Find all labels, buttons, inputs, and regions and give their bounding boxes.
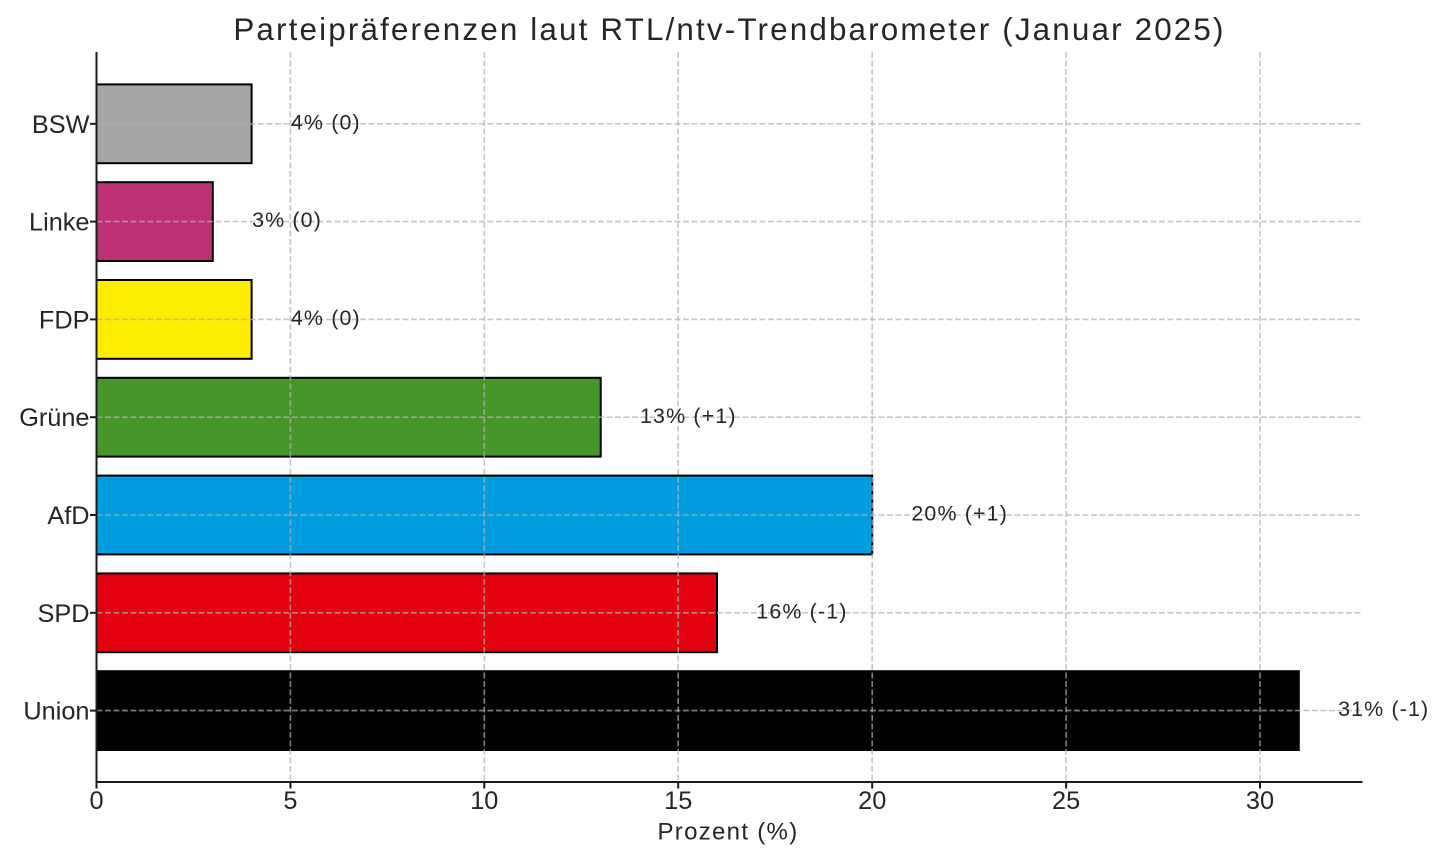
svg-text:3% (0): 3% (0) <box>252 208 322 232</box>
svg-text:15: 15 <box>664 787 692 815</box>
svg-text:BSW: BSW <box>32 111 90 139</box>
svg-text:13% (+1): 13% (+1) <box>640 404 737 428</box>
svg-text:FDP: FDP <box>39 306 90 334</box>
svg-text:31% (-1): 31% (-1) <box>1338 697 1429 721</box>
svg-text:Linke: Linke <box>29 209 89 237</box>
svg-text:25: 25 <box>1052 787 1080 815</box>
svg-text:30: 30 <box>1246 787 1274 815</box>
svg-text:16% (-1): 16% (-1) <box>756 599 847 623</box>
svg-text:0: 0 <box>89 787 103 815</box>
svg-text:Prozent (%): Prozent (%) <box>657 819 798 846</box>
svg-text:20% (+1): 20% (+1) <box>911 502 1008 526</box>
svg-text:20: 20 <box>858 787 886 815</box>
svg-text:10: 10 <box>470 787 498 815</box>
svg-text:Parteipräferenzen laut RTL/ntv: Parteipräferenzen laut RTL/ntv-Trendbaro… <box>233 12 1225 47</box>
svg-text:4% (0): 4% (0) <box>291 306 361 330</box>
svg-text:5: 5 <box>283 787 297 815</box>
svg-text:Grüne: Grüne <box>19 404 89 432</box>
svg-text:SPD: SPD <box>37 600 89 628</box>
svg-text:Union: Union <box>23 698 89 726</box>
svg-text:AfD: AfD <box>47 502 89 530</box>
svg-text:4% (0): 4% (0) <box>291 110 361 134</box>
